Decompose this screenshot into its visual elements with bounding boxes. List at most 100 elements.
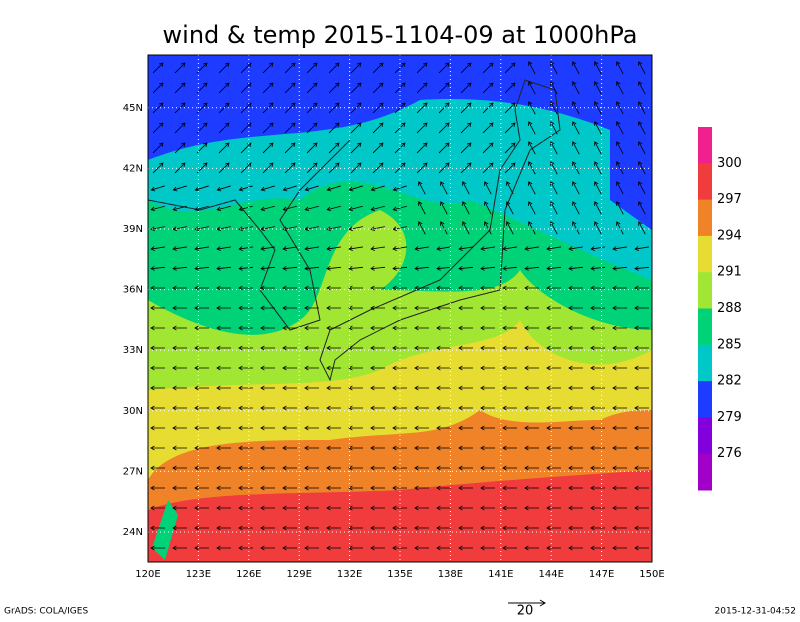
wind-arrow: [418, 221, 426, 235]
wind-arrow: [218, 62, 230, 74]
wind-arrow: [612, 345, 627, 351]
wind-arrow: [238, 285, 253, 291]
wind-arrow: [502, 305, 517, 311]
wind-arrow: [348, 385, 363, 391]
wind-arrow: [414, 425, 429, 431]
wind-arrow: [152, 142, 164, 154]
wind-arrow: [326, 545, 341, 551]
wind-arrow: [284, 142, 296, 154]
wind-arrow: [546, 465, 561, 471]
wind-arrow: [594, 161, 602, 175]
wind-arrow: [502, 485, 517, 491]
wind-arrow: [218, 122, 230, 134]
lat-label: 42N: [123, 163, 143, 174]
wind-arrow: [260, 305, 275, 311]
wind-arrow: [524, 425, 539, 431]
wind-arrow: [370, 485, 385, 491]
wind-arrow: [372, 122, 384, 134]
wind-arrow: [416, 122, 428, 134]
wind-arrow: [616, 61, 624, 75]
wind-arrow: [304, 385, 319, 391]
wind-arrow: [284, 62, 296, 74]
wind-arrow: [194, 505, 209, 511]
wind-arrow: [284, 102, 296, 114]
wind-arrow: [458, 305, 473, 311]
wind-arrow: [480, 425, 495, 431]
wind-arrow: [150, 365, 165, 371]
colorbar-swatch: [698, 235, 712, 273]
wind-arrow: [436, 345, 451, 351]
wind-arrow: [238, 265, 254, 271]
wind-arrow: [326, 365, 341, 371]
wind-arrow: [572, 221, 580, 235]
wind-arrow: [348, 525, 363, 531]
wind-arrow: [568, 305, 583, 311]
wind-arrow: [414, 485, 429, 491]
wind-arrow: [502, 405, 517, 411]
wind-arrow: [348, 505, 363, 511]
wind-arrow: [568, 365, 583, 371]
wind-arrow: [612, 325, 627, 331]
wind-arrow: [238, 545, 253, 551]
wind-arrow: [304, 345, 319, 351]
wind-arrow: [150, 525, 165, 531]
wind-arrow: [326, 325, 341, 331]
wind-arrow: [194, 485, 209, 491]
wind-arrow: [594, 221, 602, 235]
wind-arrow: [194, 325, 209, 331]
wind-arrow: [260, 505, 275, 511]
wind-arrow: [480, 265, 496, 271]
wind-arrow: [458, 485, 473, 491]
wind-arrow: [462, 201, 470, 215]
wind-arrow: [502, 325, 517, 331]
wind-arrow: [504, 102, 516, 114]
wind-arrow: [638, 121, 646, 135]
wind-arrow: [260, 226, 275, 232]
colorbar-swatch: [698, 163, 712, 201]
wind-arrow: [304, 505, 319, 511]
wind-arrow: [528, 221, 536, 235]
wind-arrow: [326, 425, 341, 431]
wind-arrow: [590, 505, 605, 511]
wind-arrow: [216, 265, 232, 271]
wind-arrow: [436, 485, 451, 491]
wind-arrow: [194, 405, 209, 411]
wind-arrow: [150, 325, 165, 331]
wind-arrow: [480, 385, 495, 391]
wind-arrow: [568, 405, 583, 411]
wind-arrow: [502, 445, 517, 451]
wind-arrow: [194, 226, 209, 232]
wind-arrow: [328, 142, 340, 154]
wind-arrow: [216, 545, 231, 551]
wind-arrow: [260, 485, 275, 491]
wind-arrow: [238, 445, 253, 451]
wind-arrow: [172, 345, 187, 351]
wind-arrow: [418, 181, 426, 195]
wind-arrow: [150, 345, 165, 351]
wind-arrow: [304, 265, 320, 271]
wind-arrow: [612, 445, 627, 451]
wind-arrow: [638, 181, 646, 195]
wind-arrow: [634, 365, 649, 371]
wind-arrow: [304, 485, 319, 491]
wind-arrow: [480, 525, 495, 531]
wind-arrow: [326, 226, 341, 232]
wind-arrow: [328, 82, 340, 94]
wind-arrow: [216, 425, 231, 431]
wind-arrow: [634, 485, 649, 491]
wind-arrow: [172, 385, 187, 391]
colorbar-swatch: [698, 344, 712, 382]
wind-arrow: [304, 305, 319, 311]
wind-arrow: [282, 445, 297, 451]
wind-arrow: [436, 325, 451, 331]
wind-arrow: [282, 325, 297, 331]
wind-arrow: [524, 246, 539, 251]
wind-arrow: [414, 365, 429, 371]
wind-arrow: [482, 122, 494, 134]
wind-arrow: [438, 82, 450, 94]
wind-arrow: [372, 82, 384, 94]
colorbar-label: 300: [717, 156, 742, 171]
wind-arrow: [172, 185, 187, 192]
wind-arrow: [528, 121, 536, 135]
wind-arrow: [436, 246, 451, 251]
